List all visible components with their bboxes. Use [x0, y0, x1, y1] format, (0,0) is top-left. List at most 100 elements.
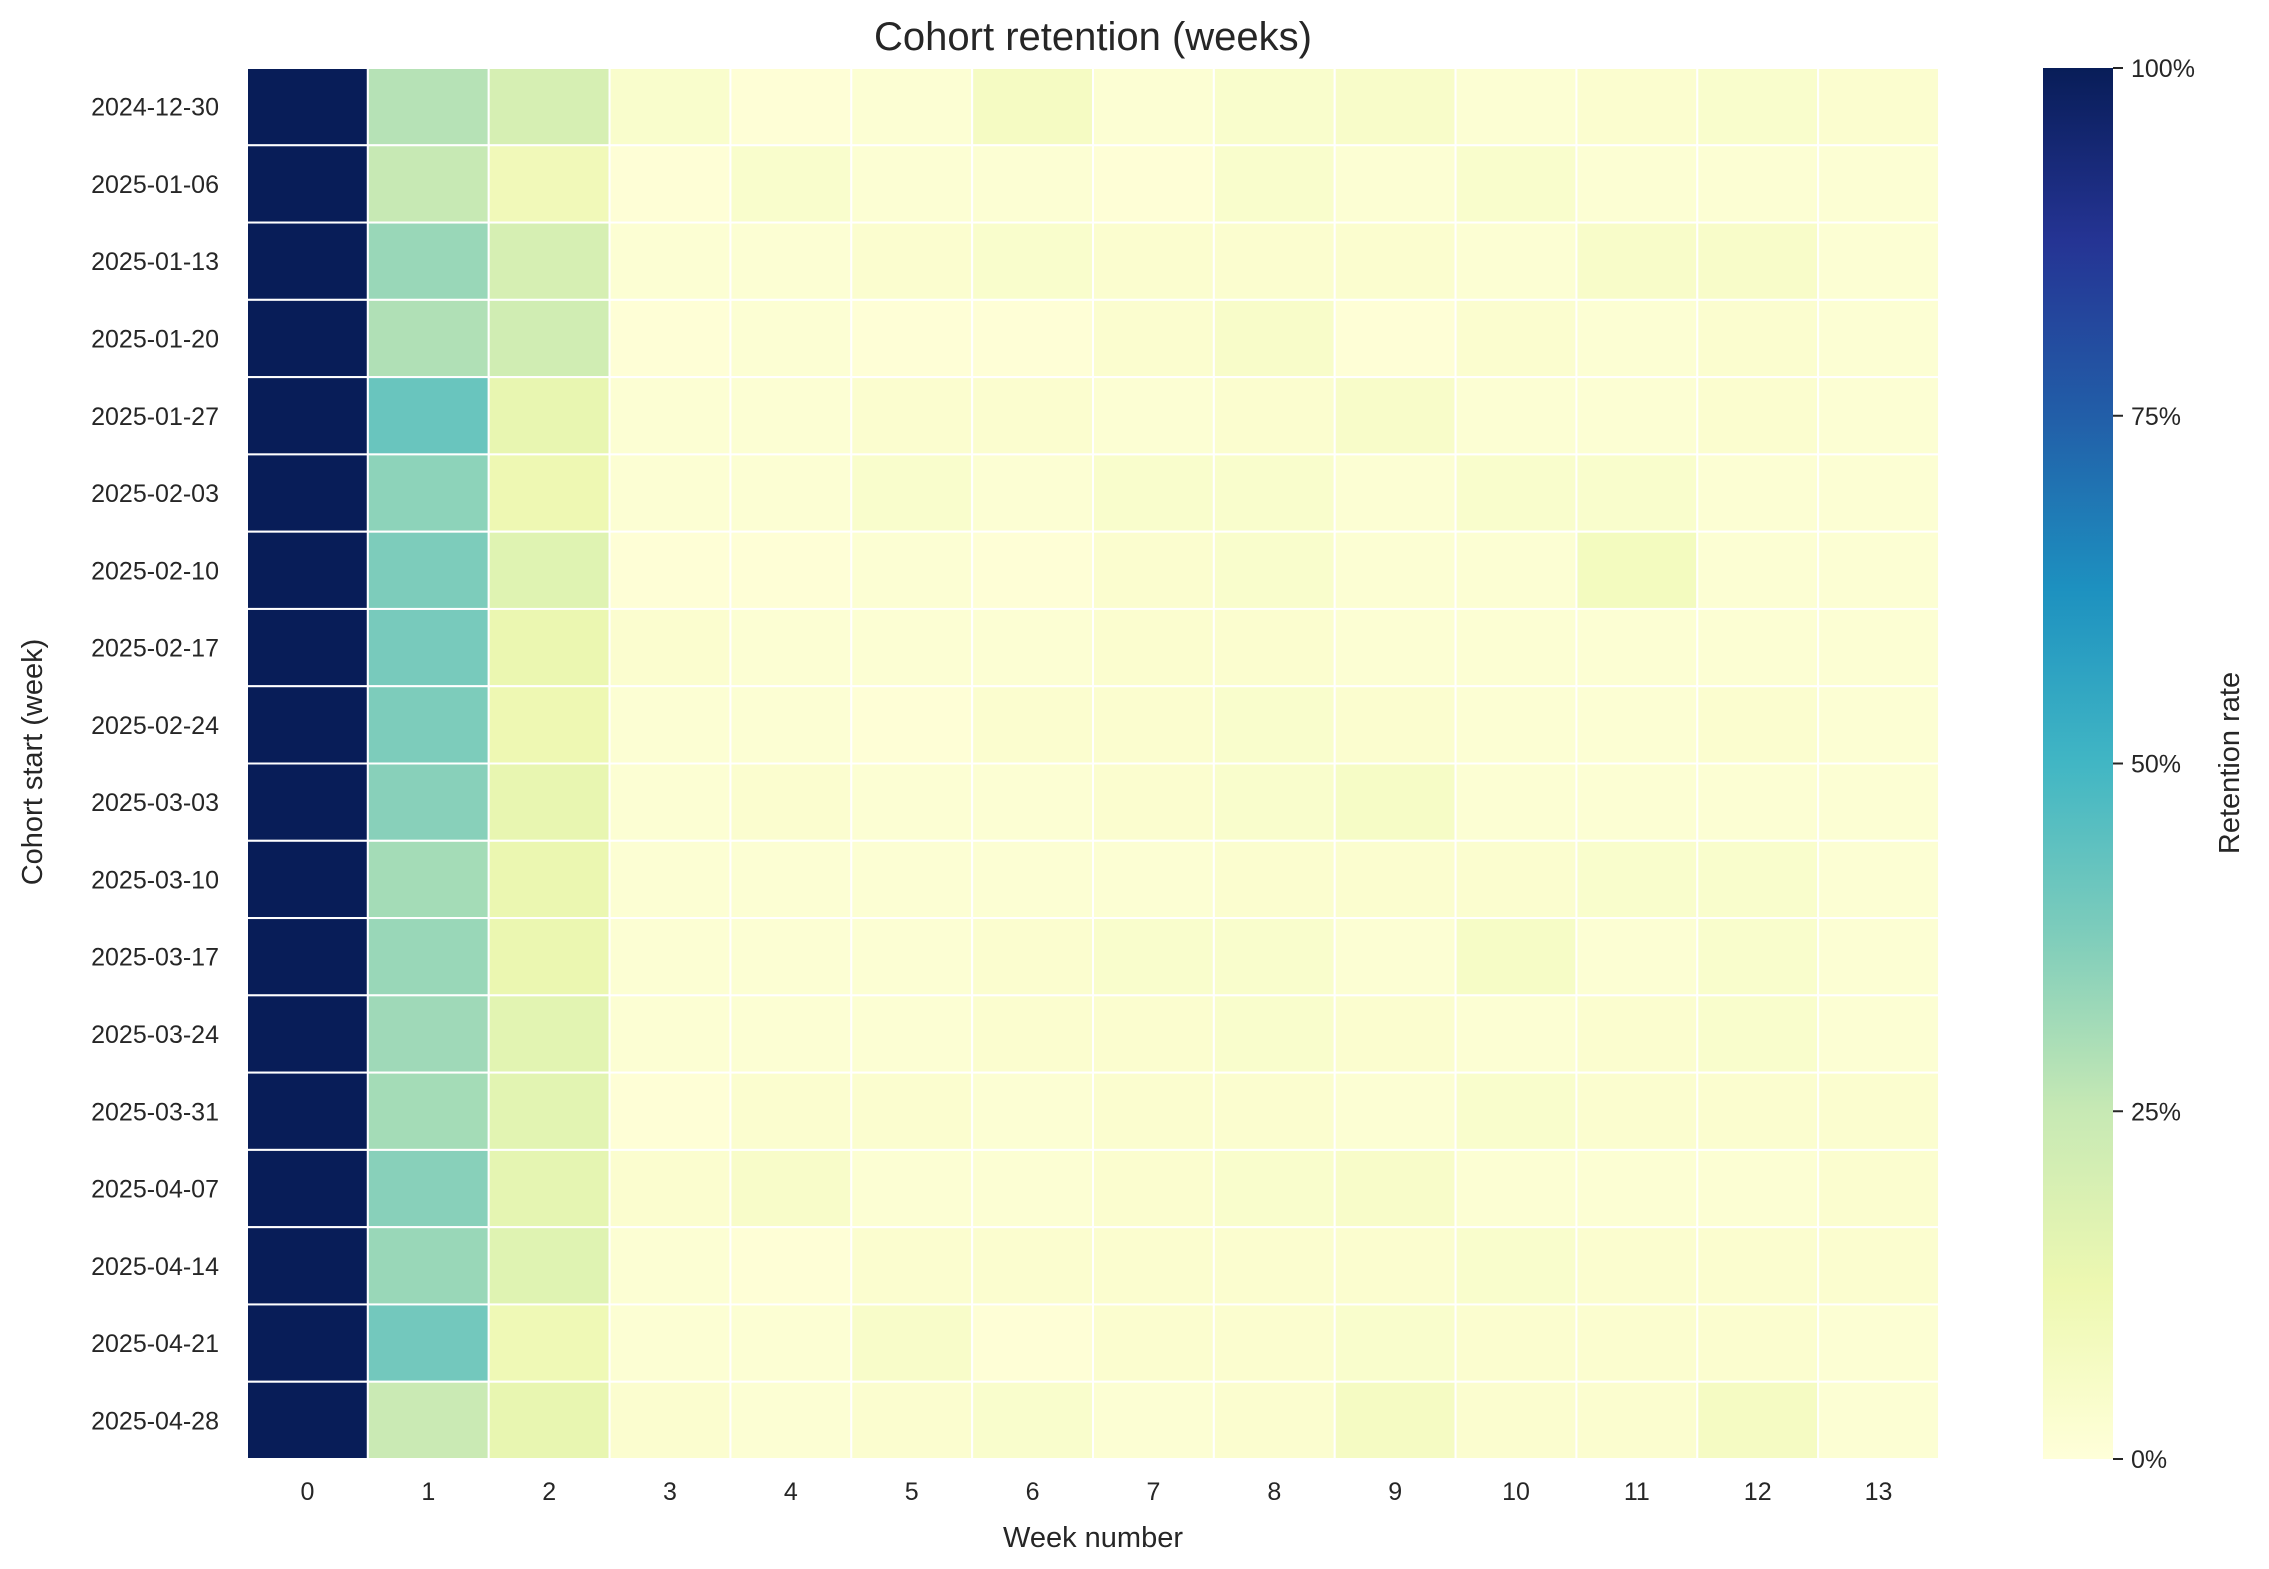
heatmap-cell-r16-c6: [971, 1303, 1095, 1383]
heatmap-cell-r10-c13: [1817, 839, 1940, 920]
y-tick-label: 2025-03-31: [91, 1098, 219, 1126]
heatmap-cell-r3-c12: [1696, 298, 1820, 379]
y-tick-label: 2025-01-06: [91, 171, 219, 199]
heatmap-cell-r2-c12: [1696, 221, 1820, 301]
heatmap-cell-r11-c5: [850, 917, 974, 997]
y-tick-label: 2025-02-03: [91, 480, 219, 508]
heatmap-cell-r3-c5: [850, 298, 974, 379]
heatmap-cell-r5-c9: [1333, 453, 1457, 533]
heatmap-cell-r7-c8: [1212, 607, 1336, 688]
heatmap-cell-r17-c3: [608, 1380, 732, 1460]
heatmap-cell-r3-c10: [1454, 298, 1578, 379]
heatmap-cell-r13-c10: [1454, 1071, 1578, 1151]
heatmap-cell-r3-c11: [1575, 298, 1699, 379]
heatmap-cell-r1-c6: [971, 144, 1095, 224]
heatmap-cell-r11-c8: [1212, 917, 1336, 997]
heatmap-cell-r5-c12: [1696, 453, 1820, 533]
heatmap-cell-r13-c3: [608, 1071, 732, 1151]
heatmap-cell-r6-c10: [1454, 530, 1578, 610]
heatmap-cell-r6-c3: [608, 530, 732, 610]
heatmap-cell-r2-c8: [1212, 221, 1336, 301]
heatmap-cell-r12-c12: [1696, 994, 1820, 1074]
heatmap-cell-r4-c13: [1817, 376, 1940, 456]
colorbar-tick-label: 100%: [2131, 55, 2195, 83]
heatmap-cell-r15-c12: [1696, 1226, 1820, 1306]
heatmap-cell-r6-c4: [729, 530, 853, 610]
colorbar-tick-label: 0%: [2131, 1446, 2167, 1474]
y-tick-label: 2025-01-20: [91, 325, 219, 353]
heatmap-cell-r10-c3: [608, 839, 732, 920]
heatmap-cell-r0-c13: [1817, 67, 1940, 147]
heatmap-cell-r11-c7: [1092, 917, 1215, 997]
heatmap-cell-r7-c10: [1454, 607, 1578, 688]
heatmap-cell-r2-c11: [1575, 221, 1699, 301]
heatmap-cell-r17-c11: [1575, 1380, 1699, 1460]
heatmap-cell-r5-c0: [246, 453, 369, 533]
heatmap-cell-r0-c7: [1092, 67, 1215, 147]
heatmap-cell-r6-c0: [246, 530, 369, 610]
heatmap-cell-r3-c3: [608, 298, 732, 379]
heatmap-cell-r7-c3: [608, 607, 732, 688]
heatmap-cell-r0-c11: [1575, 67, 1699, 147]
y-tick-label: 2025-02-17: [91, 635, 219, 663]
heatmap-cell-r7-c1: [366, 607, 490, 688]
heatmap-cell-r9-c11: [1575, 762, 1699, 842]
heatmap-cell-r13-c12: [1696, 1071, 1820, 1151]
heatmap-cell-r12-c4: [729, 994, 853, 1074]
heatmap-cell-r4-c2: [487, 376, 611, 456]
heatmap-cell-r13-c6: [971, 1071, 1095, 1151]
x-tick-label: 7: [1146, 1478, 1160, 1506]
heatmap-cell-r13-c4: [729, 1071, 853, 1151]
y-tick-label: 2025-04-07: [91, 1176, 219, 1204]
heatmap-cell-r16-c2: [487, 1303, 611, 1383]
heatmap-cell-r3-c7: [1092, 298, 1215, 379]
heatmap-cell-r8-c0: [246, 685, 369, 765]
x-tick-label: 2: [542, 1478, 556, 1506]
heatmap-cell-r5-c8: [1212, 453, 1336, 533]
heatmap-cell-r0-c0: [246, 67, 369, 147]
heatmap-cell-r4-c7: [1092, 376, 1215, 456]
heatmap-cell-r13-c9: [1333, 1071, 1457, 1151]
heatmap-cell-r4-c11: [1575, 376, 1699, 456]
heatmap-cell-r8-c1: [366, 685, 490, 765]
colorbar: [2043, 68, 2113, 1459]
heatmap-cell-r11-c11: [1575, 917, 1699, 997]
heatmap-cell-r16-c9: [1333, 1303, 1457, 1383]
heatmap-cell-r3-c0: [246, 298, 369, 379]
heatmap-cell-r8-c3: [608, 685, 732, 765]
y-axis-label: Cohort start (week): [17, 639, 49, 886]
heatmap-cell-r14-c13: [1817, 1148, 1940, 1229]
heatmap-cell-r8-c12: [1696, 685, 1820, 765]
y-tick-labels: 2024-12-30 2025-01-06 2025-01-13 2025-01-20…: [91, 94, 219, 1436]
heatmap-cell-r16-c8: [1212, 1303, 1336, 1383]
heatmap-cell-r7-c5: [850, 607, 974, 688]
heatmap-cell-r15-c5: [850, 1226, 974, 1306]
heatmap-cell-r12-c5: [850, 994, 974, 1074]
x-tick-label: 13: [1865, 1478, 1893, 1506]
heatmap-cell-r12-c10: [1454, 994, 1578, 1074]
heatmap-cell-r2-c13: [1817, 221, 1940, 301]
heatmap-cell-r9-c4: [729, 762, 853, 842]
heatmap-cell-r3-c4: [729, 298, 853, 379]
heatmap-cell-r2-c5: [850, 221, 974, 301]
heatmap-cell-r3-c2: [487, 298, 611, 379]
heatmap-cell-r1-c3: [608, 144, 732, 224]
heatmap-cell-r5-c13: [1817, 453, 1940, 533]
heatmap-cell-r8-c8: [1212, 685, 1336, 765]
heatmap-cell-r12-c8: [1212, 994, 1336, 1074]
heatmap-cell-r15-c6: [971, 1226, 1095, 1306]
heatmap-cell-r15-c2: [487, 1226, 611, 1306]
heatmap-cell-r11-c6: [971, 917, 1095, 997]
heatmap-cell-r14-c6: [971, 1148, 1095, 1229]
heatmap-cell-r0-c5: [850, 67, 974, 147]
heatmap-cell-r9-c12: [1696, 762, 1820, 842]
y-tick-label: 2025-04-28: [91, 1407, 219, 1435]
heatmap-cell-r3-c6: [971, 298, 1095, 379]
x-tick-label: 10: [1502, 1478, 1530, 1506]
heatmap-cell-r13-c0: [246, 1071, 369, 1151]
heatmap-cell-r0-c10: [1454, 67, 1578, 147]
y-tick-label: 2025-02-10: [91, 557, 219, 585]
heatmap-cell-r1-c2: [487, 144, 611, 224]
heatmap-cell-r5-c1: [366, 453, 490, 533]
